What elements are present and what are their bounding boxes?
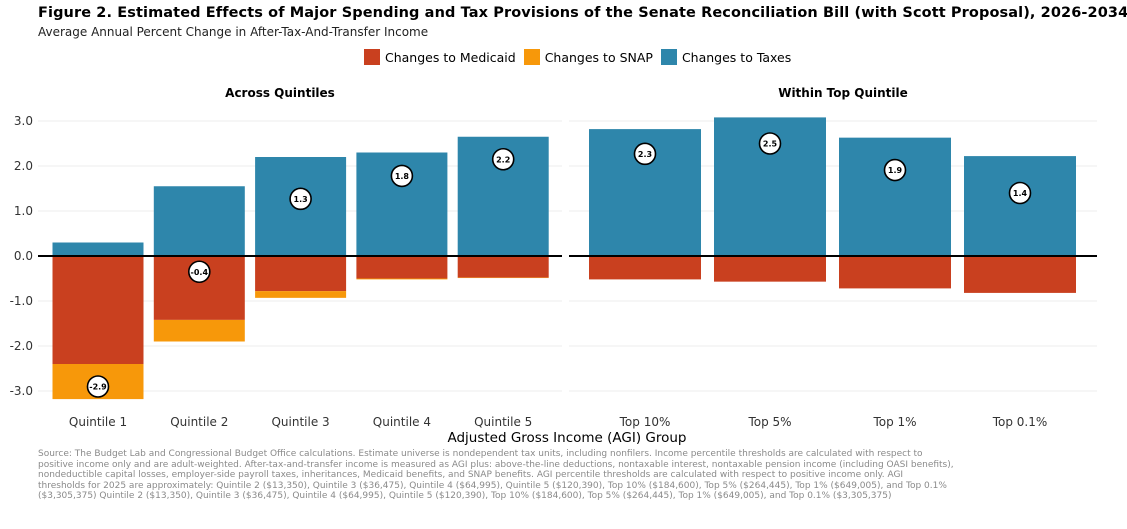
bar-changes-to-taxes xyxy=(964,156,1076,256)
bar-changes-to-snap xyxy=(255,291,347,298)
bar-changes-to-taxes xyxy=(52,242,144,256)
net-effect-marker xyxy=(86,375,110,398)
bar-changes-to-snap xyxy=(356,278,448,280)
net-effect-marker xyxy=(1008,181,1032,205)
y-tick-label: 3.0 xyxy=(14,114,33,128)
bar-changes-to-medicaid xyxy=(457,256,549,278)
net-effect-marker xyxy=(883,158,907,182)
legend-item-taxes: Changes to Taxes xyxy=(660,49,792,65)
net-effect-label: -0.4 xyxy=(191,268,209,277)
y-tick-label: -1.0 xyxy=(10,294,33,308)
source-note-line: nondeductible capital losses, employer-s… xyxy=(38,470,904,480)
stacked-bar-chart: 3.0 2.0 1.0 0.0 -1.0 -2.0 -3.0 Across Quintiles… xyxy=(10,86,1097,446)
x-category-label: Quintile 3 xyxy=(271,415,329,429)
legend-label-snap: Changes to SNAP xyxy=(544,49,653,65)
x-category-label: Top 0.1% xyxy=(992,415,1048,429)
y-tick-label: -3.0 xyxy=(10,384,33,398)
legend-item-medicaid: Changes to Medicaid xyxy=(364,49,516,65)
y-tick-label: 2.0 xyxy=(14,159,33,173)
net-effect-label: 1.9 xyxy=(888,166,903,175)
net-effect-label: 1.3 xyxy=(294,195,308,204)
x-category-label: Quintile 4 xyxy=(373,415,431,429)
net-effect-marker xyxy=(633,142,657,166)
x-category-label: Quintile 1 xyxy=(69,415,127,429)
bar-changes-to-medicaid xyxy=(255,256,347,292)
net-effect-label: -2.9 xyxy=(89,383,107,392)
legend-item-snap: Changes to SNAP xyxy=(523,49,653,65)
bar-changes-to-medicaid xyxy=(356,256,448,279)
bar-changes-to-snap xyxy=(153,319,245,342)
source-note-line: Source: The Budget Lab and Congressional… xyxy=(38,449,923,459)
source-note-line: positive income only and are adult-weigh… xyxy=(38,459,954,470)
y-tick-label: 0.0 xyxy=(14,249,33,263)
bar-changes-to-medicaid xyxy=(714,256,826,282)
legend-swatch-medicaid xyxy=(364,49,380,65)
panel-title: Within Top Quintile xyxy=(778,86,908,100)
source-note-line: thresholds for 2025 are approximately: Q… xyxy=(38,480,947,491)
bar-changes-to-medicaid xyxy=(964,256,1076,293)
net-effect-marker xyxy=(491,147,515,171)
source-note-line: ($3,305,375) Quintile 2 ($13,350), Quint… xyxy=(38,491,892,501)
x-category-label: Top 1% xyxy=(872,415,916,429)
figure-subtitle: Average Annual Percent Change in After-T… xyxy=(38,25,429,39)
source-note: Source: The Budget Lab and Congressional… xyxy=(38,449,1038,502)
y-tick-label: -2.0 xyxy=(10,339,33,353)
net-effect-label: 2.5 xyxy=(763,140,778,149)
net-effect-marker xyxy=(390,164,414,188)
legend-label-medicaid: Changes to Medicaid xyxy=(385,49,516,65)
bar-changes-to-medicaid xyxy=(589,256,701,280)
x-category-label: Top 10% xyxy=(619,415,671,429)
panel-title: Across Quintiles xyxy=(225,86,335,100)
x-axis-title: Adjusted Gross Income (AGI) Group xyxy=(447,430,686,446)
x-category-label: Top 5% xyxy=(747,415,791,429)
legend-label-taxes: Changes to Taxes xyxy=(681,49,792,65)
net-effect-label: 2.2 xyxy=(496,155,510,164)
bar-changes-to-taxes xyxy=(153,186,245,256)
net-effect-marker xyxy=(289,187,312,211)
net-effect-marker xyxy=(758,132,782,155)
legend-swatch-taxes xyxy=(660,49,677,65)
net-effect-label: 1.8 xyxy=(395,172,410,181)
net-effect-label: 1.4 xyxy=(1013,189,1028,198)
figure-title: Figure 2. Estimated Effects of Major Spe… xyxy=(38,5,1127,21)
net-effect-label: 2.3 xyxy=(638,150,652,159)
bar-changes-to-medicaid xyxy=(839,256,951,289)
y-tick-label: 1.0 xyxy=(14,204,33,218)
x-category-label: Quintile 5 xyxy=(474,415,532,429)
legend-swatch-snap xyxy=(523,49,540,65)
bar-changes-to-taxes xyxy=(839,137,951,256)
net-effect-marker xyxy=(188,260,211,284)
x-category-label: Quintile 2 xyxy=(170,415,228,429)
bar-changes-to-medicaid xyxy=(52,256,144,364)
chart-legend: Changes to Medicaid Changes to SNAP Chan… xyxy=(364,49,799,65)
